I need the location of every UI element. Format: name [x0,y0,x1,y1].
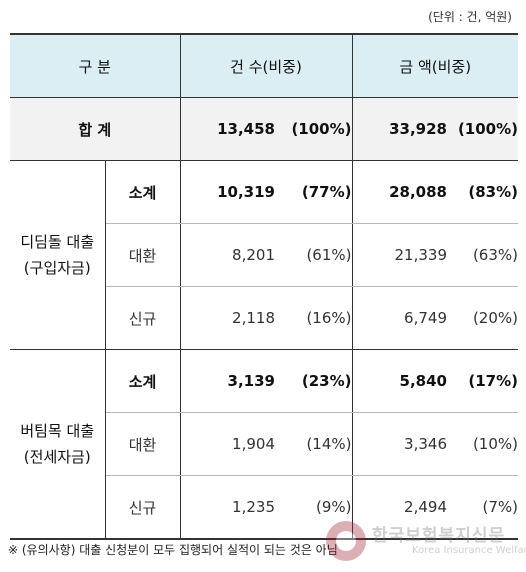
group-label-line1: 디딤돌 대출 [20,233,95,251]
row-amount: 3,346 [352,412,447,476]
table-row: 디딤돌 대출 (구입자금) 소계 10,319 (77%) 28,088 (83… [10,160,518,350]
group-label-line2: (전세자금) [23,448,91,466]
table-header-row: 구 분 건 수(비중) 금 액(비중) [10,33,518,98]
row-count: 8,201 [180,223,275,287]
footnote: ※ (유의사항) 대출 신청분이 모두 집행되어 실적이 되는 것은 아님 [8,543,338,557]
table-row: 신규 2,118 (16%) 6,749 (20%) [10,286,518,350]
total-row: 합 계 13,458 (100%) 33,928 (100%) [10,97,518,161]
row-label: 신규 [105,286,181,350]
row-label: 소계 [105,349,181,413]
watermark-name: 한국보험복지신문 [372,526,506,546]
row-count: 1,235 [180,475,275,540]
row-label: 소계 [105,160,181,224]
row-amount: 2,494 [352,475,447,540]
watermark-sub: Korea Insurance Welfare Times [412,545,526,556]
header-count: 건 수(비중) [180,33,353,98]
row-amount-pct: (7%) [447,475,518,540]
row-amount: 5,840 [352,349,447,413]
row-amount: 28,088 [352,160,447,224]
group-label-beotimmok: 버팀목 대출 (전세자금) [10,349,106,540]
row-count-pct: (23%) [275,349,353,413]
header-amount: 금 액(비중) [352,33,518,98]
table-row: 버팀목 대출 (전세자금) 소계 3,139 (23%) 5,840 (17%) [10,349,518,540]
table-row: 대환 8,201 (61%) 21,339 (63%) [10,223,518,287]
row-amount: 6,749 [352,286,447,350]
row-count: 1,904 [180,412,275,476]
loan-statistics-table: 구 분 건 수(비중) 금 액(비중) 합 계 13,458 (100%) 33… [10,33,518,540]
row-label: 대환 [105,223,181,287]
table-row: 신규 1,235 (9%) 2,494 (7%) [10,475,518,540]
row-amount-pct: (17%) [447,349,518,413]
row-count-pct: (61%) [275,223,353,287]
unit-note: (단위 : 건, 억원) [428,10,512,24]
newspaper-watermark: 한국보험복지신문 Korea Insurance Welfare Times [326,519,526,563]
header-category: 구 분 [10,33,181,98]
row-count-pct: (14%) [275,412,353,476]
row-count: 10,319 [180,160,275,224]
row-count-pct: (77%) [275,160,353,224]
row-count-pct: (16%) [275,286,353,350]
table-row: 대환 1,904 (14%) 3,346 (10%) [10,412,518,476]
group-label-didimdol: 디딤돌 대출 (구입자금) [10,160,106,350]
row-label: 신규 [105,475,181,540]
row-amount-pct: (10%) [447,412,518,476]
row-label: 대환 [105,412,181,476]
total-count-pct: (100%) [275,97,353,161]
group-label-line1: 버팀목 대출 [20,422,95,440]
row-count: 3,139 [180,349,275,413]
total-count: 13,458 [180,97,275,161]
row-count: 2,118 [180,286,275,350]
row-amount: 21,339 [352,223,447,287]
row-amount-pct: (20%) [447,286,518,350]
group-label-line2: (구입자금) [23,259,91,277]
total-amount: 33,928 [352,97,447,161]
newspaper-logo-icon [326,521,366,561]
total-amount-pct: (100%) [447,97,518,161]
row-amount-pct: (83%) [447,160,518,224]
row-amount-pct: (63%) [447,223,518,287]
row-count-pct: (9%) [275,475,353,540]
total-label: 합 계 [10,97,181,161]
